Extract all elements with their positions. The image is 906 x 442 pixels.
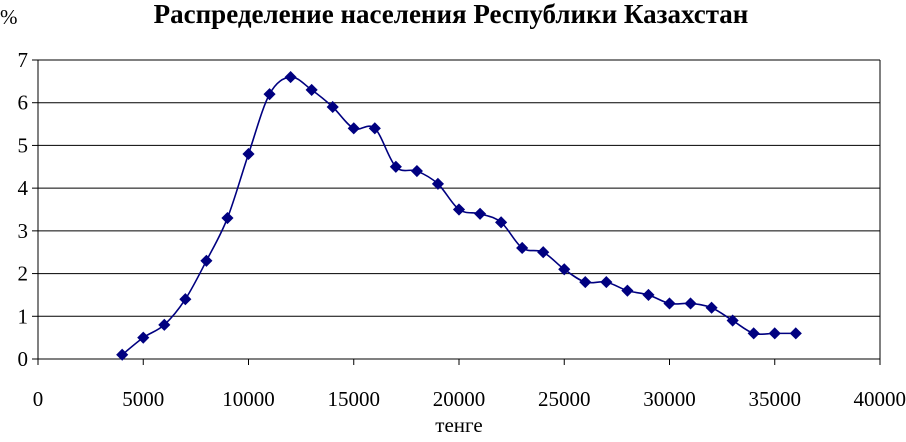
data-point-20 (538, 247, 549, 258)
series-line (122, 77, 796, 355)
x-tick-label-5: 25000 (538, 387, 591, 411)
y-tick-label-4: 4 (18, 176, 29, 200)
data-point-22 (580, 277, 591, 288)
data-point-14 (411, 166, 422, 177)
x-tick-label-4: 20000 (433, 387, 486, 411)
data-point-7 (264, 89, 275, 100)
data-point-32 (790, 328, 801, 339)
data-point-24 (622, 285, 633, 296)
y-tick-label-1: 1 (18, 304, 29, 328)
data-point-31 (769, 328, 780, 339)
chart-title: Распределение населения Республики Казах… (154, 0, 749, 29)
y-tick-label-0: 0 (18, 347, 29, 371)
data-point-25 (643, 289, 654, 300)
data-point-3 (180, 294, 191, 305)
y-tick-label-5: 5 (18, 133, 29, 157)
y-tick-label-2: 2 (18, 262, 29, 286)
x-tick-label-3: 15000 (328, 387, 381, 411)
data-point-27 (685, 298, 696, 309)
y-axis-label: % (0, 5, 18, 29)
x-tick-label-0: 0 (33, 387, 44, 411)
data-point-5 (222, 213, 233, 224)
x-tick-label-6: 30000 (643, 387, 696, 411)
y-tick-label-3: 3 (18, 219, 29, 243)
data-point-4 (201, 255, 212, 266)
y-tick-label-6: 6 (18, 91, 29, 115)
x-tick-label-1: 5000 (122, 387, 164, 411)
y-tick-label-7: 7 (18, 48, 29, 72)
data-point-26 (664, 298, 675, 309)
data-point-6 (243, 148, 254, 159)
data-point-8 (285, 72, 296, 83)
gridlines (38, 60, 880, 316)
x-tick-label-2: 10000 (222, 387, 275, 411)
x-tick-label-8: 40000 (854, 387, 906, 411)
data-point-13 (390, 161, 401, 172)
data-point-23 (601, 277, 612, 288)
x-axis-label: тенге (435, 413, 482, 437)
series-group (117, 72, 802, 361)
data-point-17 (475, 208, 486, 219)
data-point-28 (706, 302, 717, 313)
x-tick-label-7: 35000 (749, 387, 802, 411)
data-point-30 (748, 328, 759, 339)
